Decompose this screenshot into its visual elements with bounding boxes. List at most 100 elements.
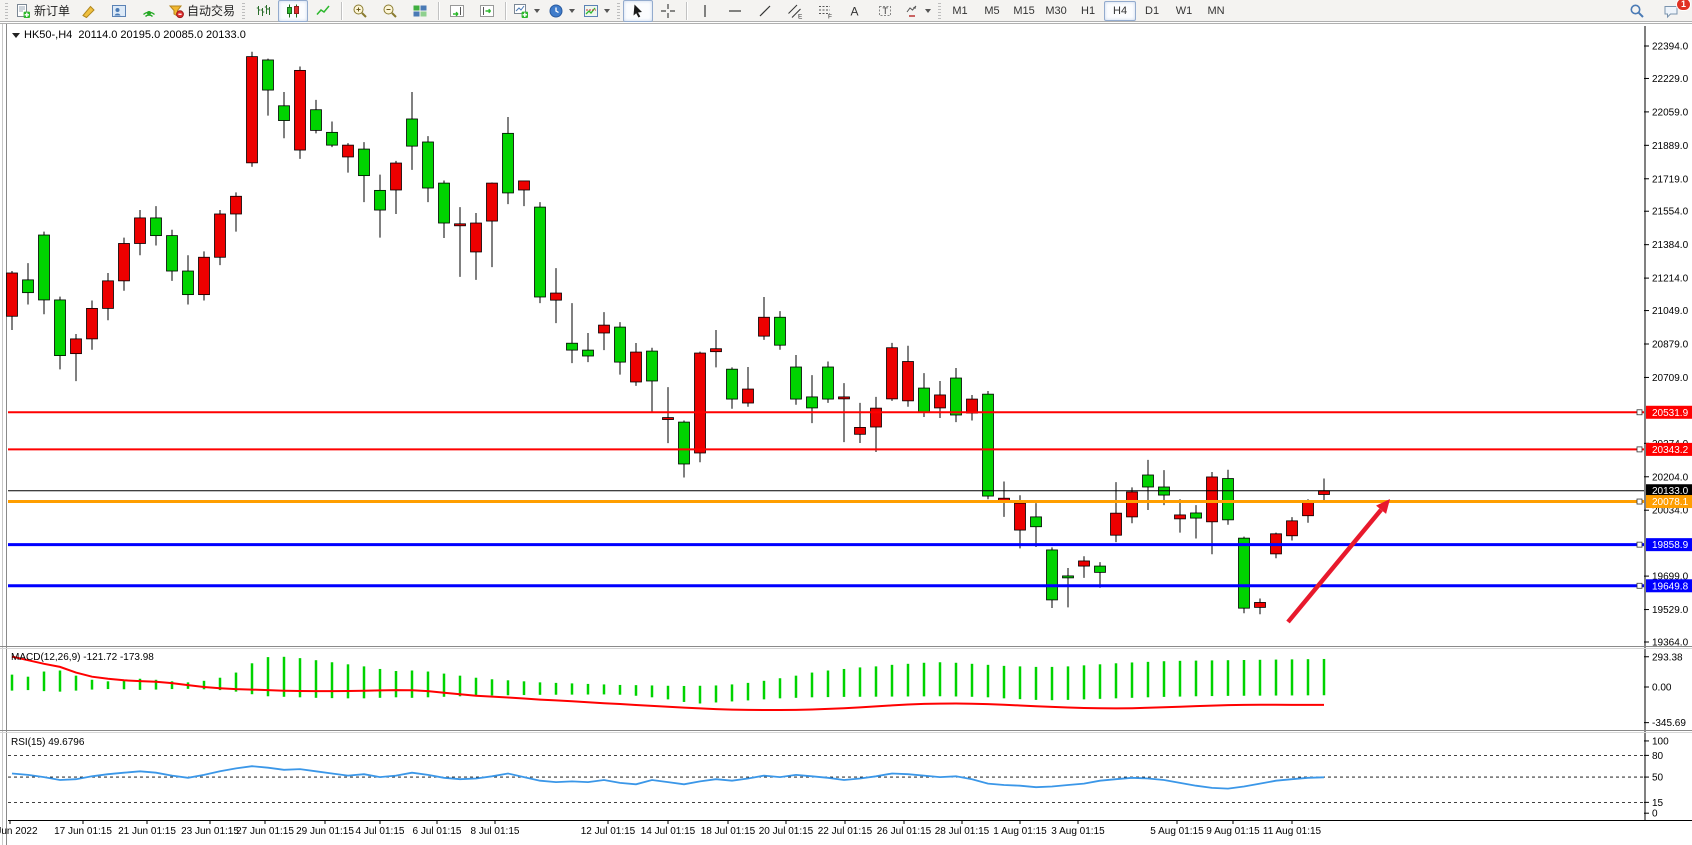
- timeframe-button-MN[interactable]: MN: [1207, 4, 1225, 17]
- timeframe-button-M1[interactable]: M1: [952, 4, 968, 17]
- new-chart-icon: [514, 3, 529, 18]
- horizontal-line-tool[interactable]: [720, 0, 750, 22]
- text-icon: A: [851, 4, 859, 18]
- auto-scroll-button[interactable]: [442, 0, 472, 22]
- svg-text:14 Jul 01:15: 14 Jul 01:15: [641, 826, 696, 837]
- macd-name: MACD(12,26,9): [11, 652, 81, 663]
- crosshair-tool-button[interactable]: [653, 0, 683, 22]
- candle-78: [1254, 598, 1266, 615]
- horizontal-line-19649.8[interactable]: 19649.8: [8, 579, 1692, 593]
- toolbar-grip: [617, 2, 621, 19]
- bar-chart-button[interactable]: [248, 0, 278, 22]
- main-toolbar: 新订单: [0, 0, 1692, 22]
- svg-text:21889.0: 21889.0: [1652, 141, 1689, 152]
- svg-text:293.38: 293.38: [1652, 652, 1683, 663]
- trend-arrow[interactable]: [1286, 499, 1390, 624]
- svg-text:15 Jun 2022: 15 Jun 2022: [0, 826, 38, 837]
- signal-button[interactable]: [134, 0, 164, 22]
- rsi-indicator-label: RSI(15) 49.6796: [11, 737, 84, 748]
- svg-text:9 Aug 01:15: 9 Aug 01:15: [1206, 826, 1260, 837]
- rsi-pane: [11, 765, 1325, 790]
- depth-of-market-button[interactable]: [104, 0, 134, 22]
- rsi-name: RSI(15): [11, 737, 46, 748]
- vertical-line-icon: [704, 4, 706, 17]
- svg-text:19699.0: 19699.0: [1652, 572, 1689, 583]
- cursor-tool-button[interactable]: [623, 0, 654, 22]
- vertical-line-tool[interactable]: [690, 0, 720, 22]
- search-icon: [1630, 4, 1644, 18]
- chart-shift-button[interactable]: [472, 0, 502, 22]
- time-axis: 15 Jun 2022 17 Jun 01:15 21 Jun 01:15 23 Ju…: [0, 820, 1322, 837]
- horizontal-line-20133.0[interactable]: 20133.0: [8, 484, 1692, 498]
- tile-windows-button[interactable]: [405, 0, 435, 22]
- text-label-tool[interactable]: T: [870, 0, 900, 22]
- line-chart-icon: [316, 5, 330, 15]
- horizontal-line-19858.9[interactable]: 19858.9: [8, 538, 1692, 552]
- svg-text:20709.0: 20709.0: [1652, 373, 1689, 384]
- zoom-out-icon: [383, 4, 397, 18]
- trendline-icon: [759, 5, 771, 16]
- candle-10: [166, 229, 178, 281]
- svg-text:6 Jul 01:15: 6 Jul 01:15: [413, 826, 462, 837]
- candle-61: [982, 391, 994, 500]
- auto-trading-icon: [168, 5, 184, 18]
- chart-symbol-period: HK50-,H4: [24, 29, 73, 41]
- svg-text:27 Jun 01:15: 27 Jun 01:15: [236, 826, 294, 837]
- timeframe-button-M15[interactable]: M15: [1013, 4, 1035, 17]
- candle-14: [230, 192, 242, 232]
- new-chart-button[interactable]: [509, 0, 544, 22]
- text-tool[interactable]: A: [840, 0, 870, 22]
- line-chart-button[interactable]: [308, 0, 338, 22]
- dropdown-caret: [604, 8, 611, 13]
- candle-2: [38, 231, 50, 315]
- arrows-icon: [906, 5, 917, 17]
- svg-text:0: 0: [1652, 809, 1658, 820]
- svg-text:23 Jun 01:15: 23 Jun 01:15: [181, 826, 239, 837]
- svg-text:F: F: [828, 13, 832, 19]
- svg-text:22059.0: 22059.0: [1652, 107, 1689, 118]
- candlestick-chart-button[interactable]: [278, 0, 309, 22]
- timeframe-button-W1[interactable]: W1: [1175, 4, 1193, 17]
- candle-77: [1238, 536, 1250, 614]
- auto-trading-button[interactable]: 自动交易: [164, 0, 239, 22]
- equidistant-channel-tool[interactable]: E: [780, 0, 810, 22]
- search-button[interactable]: [1622, 0, 1652, 22]
- candle-55: [886, 342, 898, 401]
- timeframe-button-M30[interactable]: M30: [1045, 4, 1067, 17]
- svg-text:-345.69: -345.69: [1652, 718, 1686, 729]
- arrows-tool[interactable]: [900, 0, 935, 22]
- timeframe-button-D1[interactable]: D1: [1145, 4, 1160, 17]
- new-order-label: 新订单: [34, 4, 71, 18]
- timeframe-button-H1[interactable]: H1: [1081, 4, 1096, 17]
- candle-25: [406, 92, 418, 170]
- notifications-button[interactable]: 1: [1656, 0, 1691, 22]
- timeframe-button-H4[interactable]: H4: [1104, 0, 1137, 21]
- timeframe-button-M5[interactable]: M5: [984, 4, 1000, 17]
- toolbar-separator: [341, 1, 343, 20]
- horizontal-line-20343.2[interactable]: 20343.2: [8, 442, 1692, 456]
- candle-19: [310, 99, 322, 134]
- candle-70: [1126, 487, 1138, 524]
- candle-30: [486, 182, 498, 268]
- horizontal-line-20078.1[interactable]: 20078.1: [8, 495, 1692, 509]
- timeframe-toolbar: M1 M5 M15 M30 H1 H4 D1 W1 MN: [944, 0, 1232, 21]
- indicators-button[interactable]: [579, 0, 614, 22]
- trendline-tool[interactable]: [750, 0, 780, 22]
- zoom-out-button[interactable]: [375, 0, 405, 22]
- toolbar-separator: [686, 1, 688, 20]
- svg-text:26 Jul 01:15: 26 Jul 01:15: [877, 826, 932, 837]
- svg-text:50: 50: [1652, 773, 1664, 784]
- candle-47: [758, 296, 770, 340]
- profiles-button[interactable]: [544, 0, 579, 22]
- horizontal-line-20531.9[interactable]: 20531.9: [8, 405, 1692, 419]
- chart-title: HK50-,H4 20114.0 20195.0 20085.0 20133.0: [12, 29, 246, 41]
- new-order-button[interactable]: 新订单: [11, 0, 74, 22]
- candle-50: [806, 375, 818, 424]
- crayon-button[interactable]: [74, 0, 104, 22]
- fibonacci-tool[interactable]: F: [810, 0, 840, 22]
- svg-text:20 Jul 01:15: 20 Jul 01:15: [759, 826, 814, 837]
- zoom-in-button[interactable]: [345, 0, 375, 22]
- dropdown-caret: [534, 8, 541, 13]
